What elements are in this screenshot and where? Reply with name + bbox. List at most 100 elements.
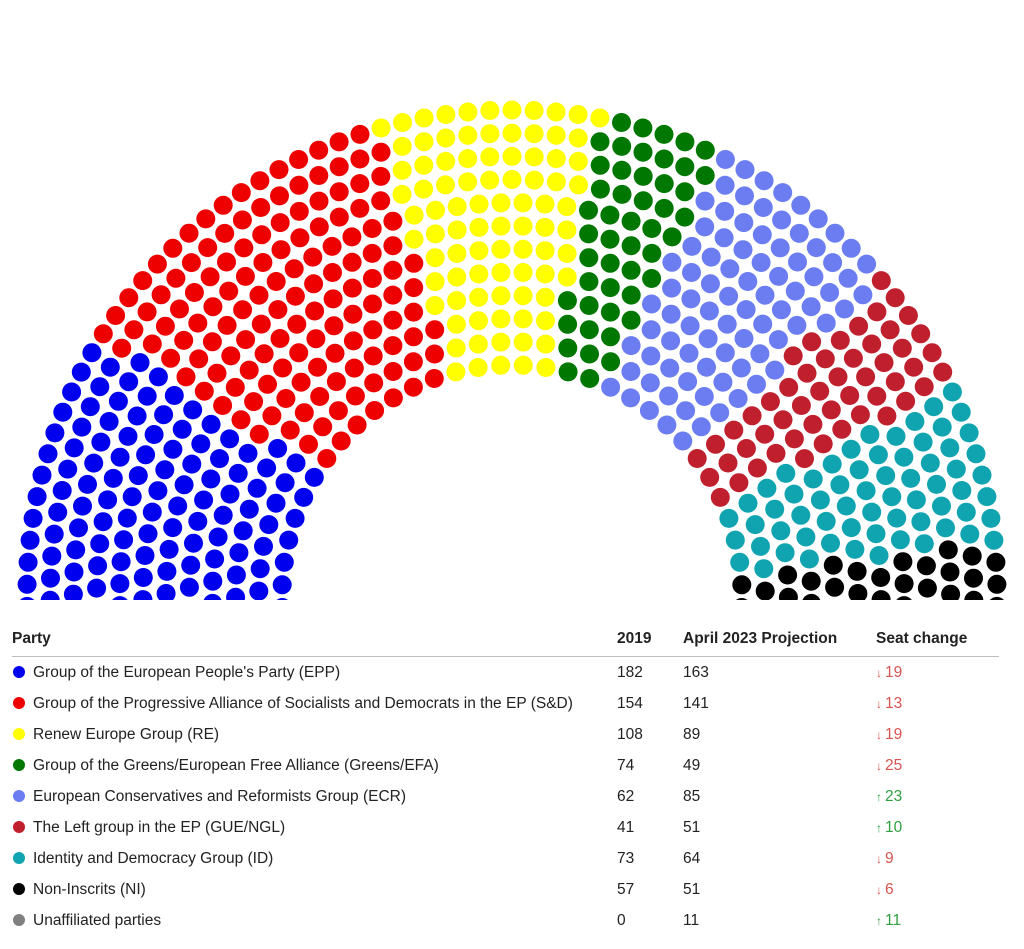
seat-mark xyxy=(989,596,1004,600)
seat-mark xyxy=(569,175,588,195)
seat-mark xyxy=(675,207,695,227)
seat-mark xyxy=(217,315,237,335)
parliament-hemicycle xyxy=(17,100,1007,600)
seat-mark xyxy=(343,331,363,351)
seat-change: ↓ 19 xyxy=(876,657,999,689)
seat-mark xyxy=(363,294,382,314)
seat-mark xyxy=(810,381,830,401)
party-name-cell: Non-Inscrits (NI) xyxy=(12,874,617,905)
seat-mark xyxy=(841,238,861,258)
seat-mark xyxy=(882,487,902,507)
seat-mark xyxy=(52,481,72,500)
seats-projection: 141 xyxy=(683,694,709,712)
seat-mark xyxy=(558,338,578,358)
seat-mark xyxy=(196,209,216,229)
seat-mark xyxy=(862,334,882,354)
seat-mark xyxy=(502,146,522,166)
seat-mark xyxy=(458,172,478,192)
seat-mark xyxy=(383,310,403,330)
seat-mark xyxy=(275,473,295,493)
seat-mark xyxy=(161,348,181,368)
seat-mark xyxy=(832,419,852,439)
seat-mark xyxy=(784,484,804,504)
seat-mark xyxy=(188,511,208,531)
arrow-down-icon: ↓ xyxy=(876,665,882,680)
seat-mark xyxy=(309,140,329,160)
seat-mark xyxy=(469,311,488,331)
seat-mark xyxy=(590,155,610,175)
seat-mark xyxy=(729,473,749,493)
seat-mark xyxy=(911,512,931,532)
seat-mark xyxy=(874,353,894,373)
seat-mark xyxy=(251,198,271,217)
seat-mark xyxy=(201,469,221,489)
seat-mark xyxy=(276,389,296,408)
seat-mark xyxy=(231,183,251,203)
seat-mark xyxy=(69,518,88,538)
seat-mark xyxy=(654,174,674,194)
seat-mark xyxy=(801,297,821,317)
seat-mark xyxy=(329,182,349,202)
seats-projection: 11 xyxy=(683,911,700,929)
seats-projection: 163 xyxy=(683,663,709,681)
seat-mark xyxy=(154,405,174,425)
seat-mark xyxy=(127,406,147,426)
seat-mark xyxy=(905,412,925,431)
seat-mark xyxy=(896,391,916,411)
seat-mark xyxy=(182,454,202,474)
seat-mark xyxy=(329,157,349,177)
seat-mark xyxy=(964,568,983,588)
seat-mark xyxy=(753,198,773,217)
seat-mark xyxy=(513,286,533,306)
header-projection: April 2023 Projection xyxy=(683,624,876,657)
seat-mark xyxy=(911,324,931,344)
seat-mark xyxy=(987,574,1007,594)
seat-mark xyxy=(772,210,792,230)
seat-mark xyxy=(155,316,175,336)
seat-mark xyxy=(64,438,84,458)
seat-mark xyxy=(876,466,896,486)
seat-mark xyxy=(706,434,725,454)
seat-mark xyxy=(220,429,240,449)
seat-mark xyxy=(118,426,138,446)
seat-mark xyxy=(446,338,466,358)
seat-mark xyxy=(841,439,861,459)
seat-mark xyxy=(383,336,403,356)
seat-mark xyxy=(747,458,767,478)
seat-mark xyxy=(933,362,953,382)
seat-mark xyxy=(914,534,934,554)
seat-mark xyxy=(568,105,588,124)
seat-mark xyxy=(491,332,511,352)
seat-mark xyxy=(23,508,43,528)
seat-mark xyxy=(41,568,60,588)
seat-mark xyxy=(259,515,279,535)
seat-mark xyxy=(835,299,854,319)
seat-mark xyxy=(436,105,456,124)
seat-mark xyxy=(783,346,803,366)
seat-mark xyxy=(322,236,342,256)
seat-mark xyxy=(735,186,754,206)
seat-mark xyxy=(268,439,288,458)
seat-mark xyxy=(87,578,107,598)
legend-row: Non-Inscrits (NI) 57 51 ↓ 6 xyxy=(12,874,999,905)
seat-mark xyxy=(848,584,868,600)
seat-mark xyxy=(274,552,294,572)
seat-mark xyxy=(981,508,1001,528)
seat-mark xyxy=(791,505,811,525)
seat-mark xyxy=(66,540,86,560)
seat-mark xyxy=(137,386,157,406)
seat-mark xyxy=(270,329,290,348)
party-name: Group of the Greens/European Free Allian… xyxy=(33,756,439,774)
seat-mark xyxy=(403,352,423,372)
seat-change: ↑ 10 xyxy=(876,812,999,843)
seat-mark xyxy=(207,363,227,383)
seats-projection: 64 xyxy=(683,849,701,867)
party-name-cell: Group of the Progressive Alliance of Soc… xyxy=(12,688,617,719)
seat-mark xyxy=(871,590,891,600)
seat-mark xyxy=(880,320,900,340)
seat-mark xyxy=(108,391,128,411)
seat-mark xyxy=(871,271,891,291)
seat-mark xyxy=(681,289,701,309)
seat-mark xyxy=(849,316,869,336)
seat-mark xyxy=(557,220,577,240)
